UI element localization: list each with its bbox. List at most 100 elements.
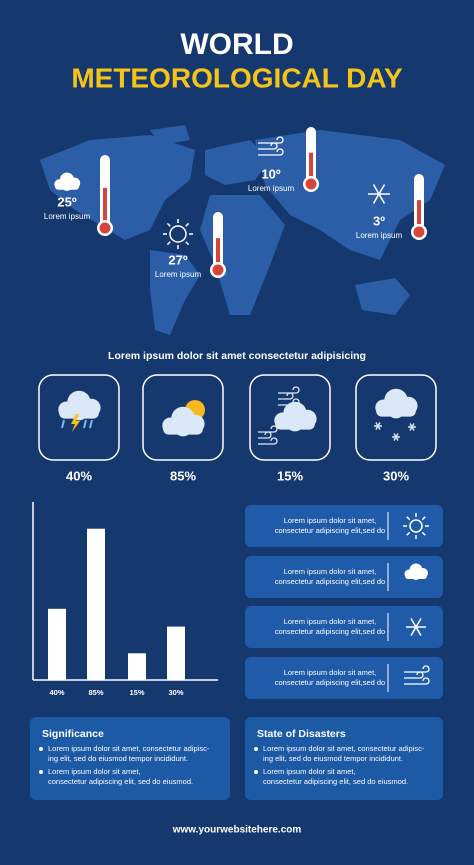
thermometer-fill xyxy=(309,152,313,182)
temperature: 10º xyxy=(261,166,280,181)
thermometer-fill xyxy=(103,187,107,225)
cloud-part xyxy=(59,407,99,419)
info-text: Lorem ipsum dolor sit amet, xyxy=(284,516,377,525)
wind-icon xyxy=(258,148,284,156)
temperature: 27º xyxy=(168,252,187,267)
weather-card xyxy=(38,374,120,461)
thermometer-fill xyxy=(417,200,421,230)
x-tick-label: 15% xyxy=(129,688,144,697)
bullet-text: ing elit, sed do eiusmod tempor incididu… xyxy=(263,754,403,763)
bullet-text: Lorem ipsum dolor sit amet, xyxy=(263,767,356,776)
wind-icon xyxy=(404,677,430,685)
info-card xyxy=(245,657,443,699)
sun-ray xyxy=(185,241,190,246)
thermometer-bulb xyxy=(212,264,224,276)
sun-ray xyxy=(185,222,190,227)
rain xyxy=(89,419,93,429)
footer: www.yourwebsitehere.com xyxy=(172,825,302,836)
info-text: consectetur adipiscing elit,sed do xyxy=(275,577,385,586)
wind-icon xyxy=(258,425,278,433)
sun-ray xyxy=(406,531,411,536)
x-tick-label: 30% xyxy=(168,688,183,697)
box-title: State of Disasters xyxy=(257,728,346,740)
info-text: consectetur adipiscing elit,sed do xyxy=(275,627,385,636)
info-text: consectetur adipiscing elit,sed do xyxy=(275,678,385,687)
wind-icon xyxy=(404,671,424,679)
cloud-part xyxy=(275,418,315,430)
bullet xyxy=(254,770,258,774)
bullet-text: consectetur adipiscing elit, sed do eius… xyxy=(48,777,193,786)
thermometer-bulb xyxy=(99,222,111,234)
weather-card xyxy=(249,374,331,461)
sun-ray xyxy=(166,222,171,227)
thermometer-fill xyxy=(216,238,220,268)
snowflake xyxy=(372,184,386,204)
cloud-icon xyxy=(375,388,418,419)
snowflake xyxy=(393,433,399,441)
weather-percent: 30% xyxy=(383,468,409,483)
cloud-part xyxy=(54,183,80,190)
info-card xyxy=(245,606,443,648)
map-label: Lorem ipsum xyxy=(44,212,91,221)
wind-icon xyxy=(278,392,294,400)
weather-percent: 15% xyxy=(277,468,303,483)
cloud-part xyxy=(405,573,427,579)
cloud-icon xyxy=(274,401,317,432)
bullet-text: ing elit, sed do eiusmod tempor incididu… xyxy=(48,754,188,763)
cloud-icon xyxy=(162,406,205,437)
map-label: Lorem ipsum xyxy=(155,270,202,279)
bar xyxy=(167,626,185,680)
subtitle: Lorem ipsum dolor sit amet consectetur a… xyxy=(108,350,366,362)
bar xyxy=(87,528,105,680)
wind-icon xyxy=(278,398,300,406)
bullet-text: Lorem ipsum dolor sit amet, consectetur … xyxy=(263,744,425,753)
sun-icon xyxy=(169,225,187,243)
lightning xyxy=(71,414,80,432)
weather-card xyxy=(142,374,224,461)
text-box xyxy=(30,717,230,800)
cloud-icon xyxy=(404,563,428,580)
snowflake xyxy=(409,423,415,431)
bullet-text: Lorem ipsum dolor sit amet, xyxy=(48,767,141,776)
sun-icon xyxy=(409,519,423,533)
info-text: consectetur adipiscing elit,sed do xyxy=(275,526,385,535)
snowflake xyxy=(410,617,422,637)
x-tick-label: 40% xyxy=(49,688,64,697)
bar xyxy=(128,653,146,680)
bullet-text: consectetur adipiscing elit, sed do eius… xyxy=(263,777,408,786)
bullet xyxy=(254,747,258,751)
wind-icon xyxy=(404,665,430,673)
cloud-icon xyxy=(58,390,101,421)
title: WORLD xyxy=(180,28,293,61)
cloud-part xyxy=(163,423,203,435)
wind-icon xyxy=(278,386,300,394)
info-text: Lorem ipsum dolor sit amet, xyxy=(284,617,377,626)
thermometer-bulb xyxy=(413,226,425,238)
bullet-text: Lorem ipsum dolor sit amet, consectetur … xyxy=(48,744,210,753)
box-title: Significance xyxy=(42,728,104,740)
map-label: Lorem ipsum xyxy=(356,231,403,240)
weather-percent: 85% xyxy=(170,468,196,483)
rain xyxy=(83,419,87,429)
info-card xyxy=(245,556,443,598)
info-card xyxy=(245,505,443,547)
temperature: 3º xyxy=(373,213,385,228)
weather-percent: 40% xyxy=(66,468,92,483)
snowflake xyxy=(375,422,381,430)
world-map xyxy=(40,125,445,335)
text-box xyxy=(245,717,443,800)
wind-icon xyxy=(258,136,284,144)
info-text: Lorem ipsum dolor sit amet, xyxy=(284,668,377,677)
wind-icon xyxy=(258,437,278,445)
bullet xyxy=(39,747,43,751)
wind-icon xyxy=(258,142,278,150)
wind-icon xyxy=(258,431,272,439)
rain xyxy=(61,419,65,429)
bullet xyxy=(39,770,43,774)
info-text: Lorem ipsum dolor sit amet, xyxy=(284,567,377,576)
temperature: 25º xyxy=(57,194,76,209)
weather-card xyxy=(355,374,437,461)
sun-ray xyxy=(406,516,411,521)
cloud-icon xyxy=(54,172,81,191)
